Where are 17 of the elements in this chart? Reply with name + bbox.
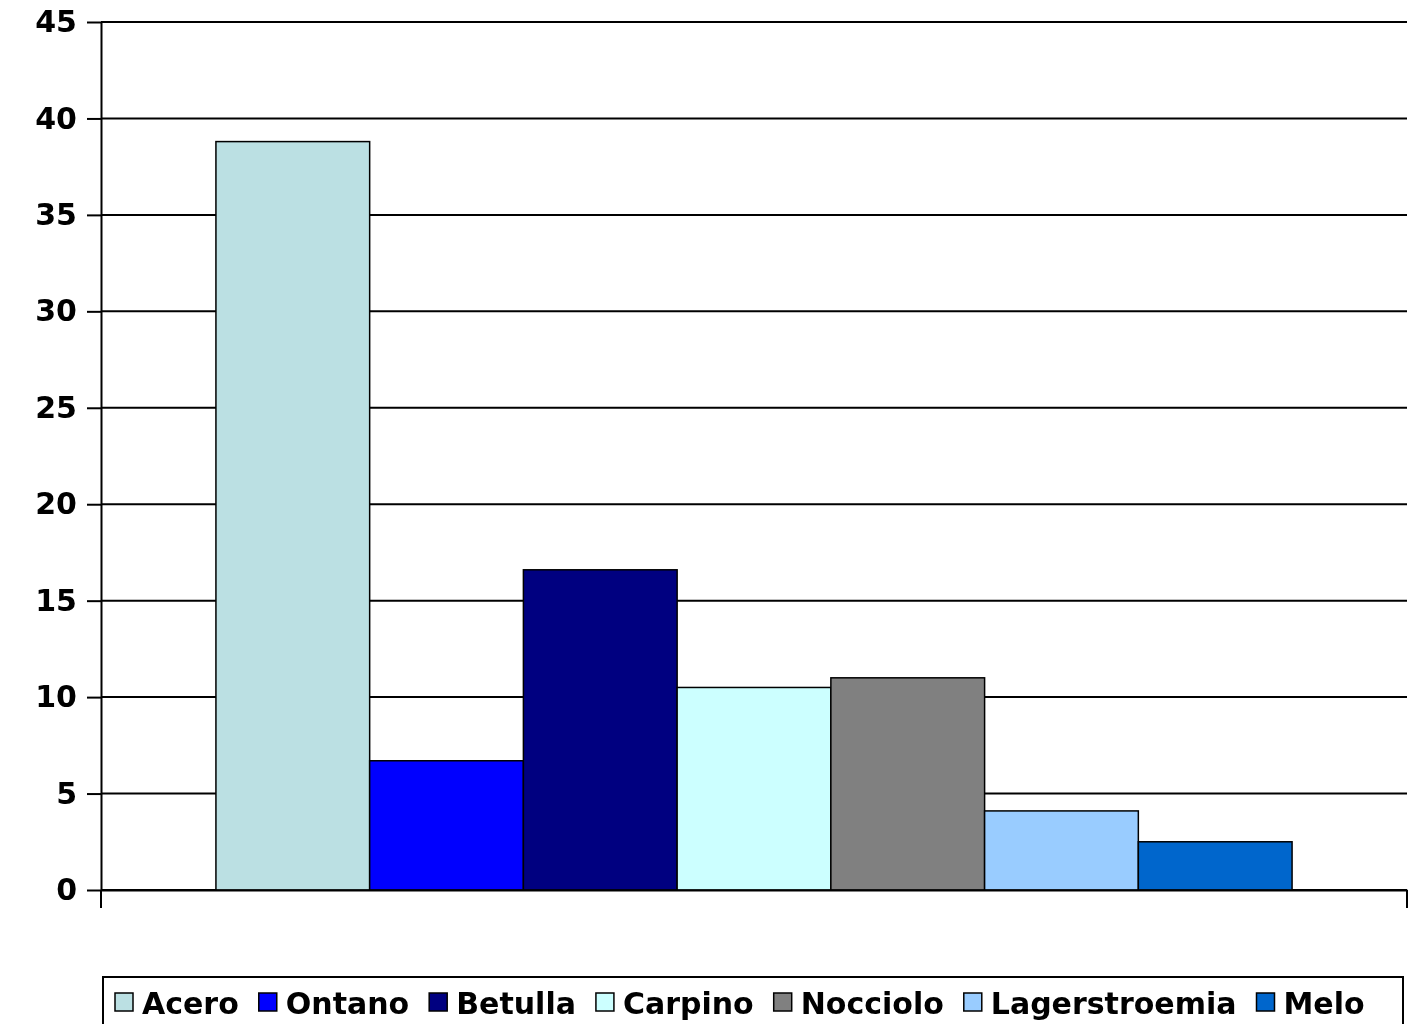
legend-label: Ontano — [285, 986, 410, 1021]
y-tick-label: 15 — [35, 582, 77, 618]
legend-label: Nocciolo — [800, 986, 944, 1021]
legend-label: Acero — [142, 986, 239, 1021]
legend-label: Carpino — [622, 986, 754, 1021]
y-tick-label: 0 — [56, 872, 77, 908]
y-tick-label: 35 — [35, 196, 77, 232]
y-tick-label: 30 — [35, 293, 77, 329]
y-tick-label: 5 — [56, 775, 77, 811]
legend-label: Betulla — [456, 986, 576, 1021]
legend-label: Melo — [1283, 986, 1365, 1021]
y-tick-label: 45 — [35, 4, 77, 40]
y-tick-label: 40 — [35, 100, 77, 136]
y-tick-label: 10 — [35, 679, 77, 715]
y-tick-label: 25 — [35, 389, 77, 425]
legend-label: Lagerstroemia — [990, 986, 1237, 1021]
y-tick-label: 20 — [35, 486, 77, 522]
